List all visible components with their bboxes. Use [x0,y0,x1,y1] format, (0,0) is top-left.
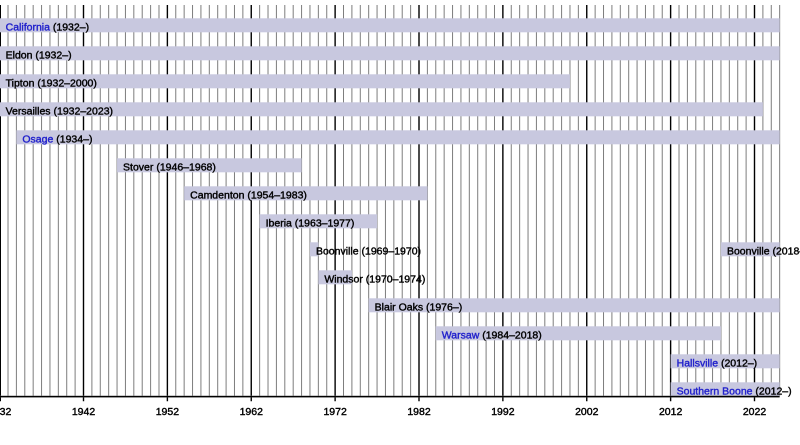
svg-text:1982: 1982 [407,406,431,418]
svg-text:Boonville (2018–): Boonville (2018–) [727,246,800,258]
svg-text:Eldon (1932–): Eldon (1932–) [6,50,72,62]
svg-text:Osage (1934–): Osage (1934–) [22,134,92,146]
svg-text:1932: 1932 [0,406,11,418]
svg-text:Versailles (1932–2023): Versailles (1932–2023) [6,106,113,118]
svg-text:Windsor (1970–1974): Windsor (1970–1974) [324,274,425,286]
svg-text:Stover (1946–1968): Stover (1946–1968) [123,162,216,174]
svg-text:1992: 1992 [491,406,515,418]
svg-text:1972: 1972 [323,406,347,418]
svg-text:1952: 1952 [156,406,180,418]
svg-text:1942: 1942 [72,406,96,418]
svg-text:Blair Oaks (1976–): Blair Oaks (1976–) [375,302,463,314]
svg-text:Camdenton (1954–1983): Camdenton (1954–1983) [190,190,307,202]
svg-text:Hallsville (2012–): Hallsville (2012–) [677,358,758,370]
svg-text:Boonville (1969–1970): Boonville (1969–1970) [316,246,421,258]
svg-text:1962: 1962 [240,406,264,418]
svg-text:Warsaw (1984–2018): Warsaw (1984–2018) [442,330,542,342]
svg-text:California (1932–): California (1932–) [6,22,89,34]
svg-text:Southern Boone (2012–): Southern Boone (2012–) [677,386,792,398]
svg-text:Tipton (1932–2000): Tipton (1932–2000) [6,78,97,90]
svg-text:2022: 2022 [743,406,767,418]
svg-text:2012: 2012 [659,406,683,418]
svg-text:Iberia (1963–1977): Iberia (1963–1977) [266,218,355,230]
svg-text:2002: 2002 [575,406,599,418]
